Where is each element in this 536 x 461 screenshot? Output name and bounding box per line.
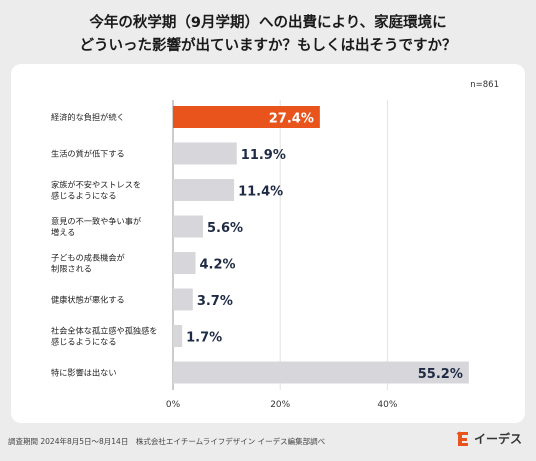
bar (173, 361, 469, 384)
category-label: 家族が不安やストレスを感じるようになる (51, 180, 141, 201)
category-label: 意見の不一致や争い事が増える (51, 216, 141, 237)
category-label: 生活の質が低下する (51, 149, 125, 159)
x-tick-label: 20% (270, 400, 290, 410)
value-label: 1.7% (186, 331, 222, 346)
x-tick-label: 40% (377, 400, 397, 410)
bar-chart: n=861 0% 20% 40% 経済的な負担が続く 27.4% 生活の質が低下する 11.9… (51, 80, 499, 410)
value-label: 11.9% (241, 148, 286, 163)
logo-text: イーデス (473, 432, 522, 446)
survey-footnote: 調査期間 2024年8月5日〜8月14日 株式会社エイチームライフデザイン イー… (8, 437, 326, 446)
bar (173, 106, 320, 128)
value-label: 3.7% (197, 294, 233, 309)
sample-size: n=861 (470, 80, 499, 90)
bar (173, 215, 204, 238)
category-label: 特に影響は出ない (51, 368, 117, 378)
logo-icon (456, 430, 468, 446)
brand-logo: イーデス (456, 430, 522, 447)
bar (173, 252, 196, 274)
x-tick-label: 0% (166, 400, 181, 410)
bar (173, 142, 237, 165)
bar (173, 288, 193, 311)
value-label: 27.4% (269, 112, 314, 127)
bar (173, 325, 183, 347)
value-label: 5.6% (207, 221, 243, 236)
chart-title: 今年の秋学期（9月学期）への出費により、家庭環境に どういった影響が出ていますか… (0, 12, 536, 58)
category-label: 子どもの成長機会が制限される (51, 253, 125, 274)
value-label: 11.4% (238, 185, 283, 200)
category-label: 健康状態が悪化する (51, 295, 125, 305)
title-line-2: どういった影響が出ていますか？もしくは出そうですか？ (79, 38, 457, 54)
category-label: 社会全体な孤立感や孤独感を感じるようになる (51, 326, 157, 347)
category-label: 経済的な負担が続く (51, 112, 125, 122)
title-line-1: 今年の秋学期（9月学期）への出費により、家庭環境に (89, 15, 447, 31)
value-label: 4.2% (200, 258, 236, 273)
chart-panel: n=861 0% 20% 40% 経済的な負担が続く 27.4% 生活の質が低下する 11.9… (11, 64, 525, 423)
value-label: 55.2% (418, 367, 463, 382)
bar (173, 179, 235, 201)
